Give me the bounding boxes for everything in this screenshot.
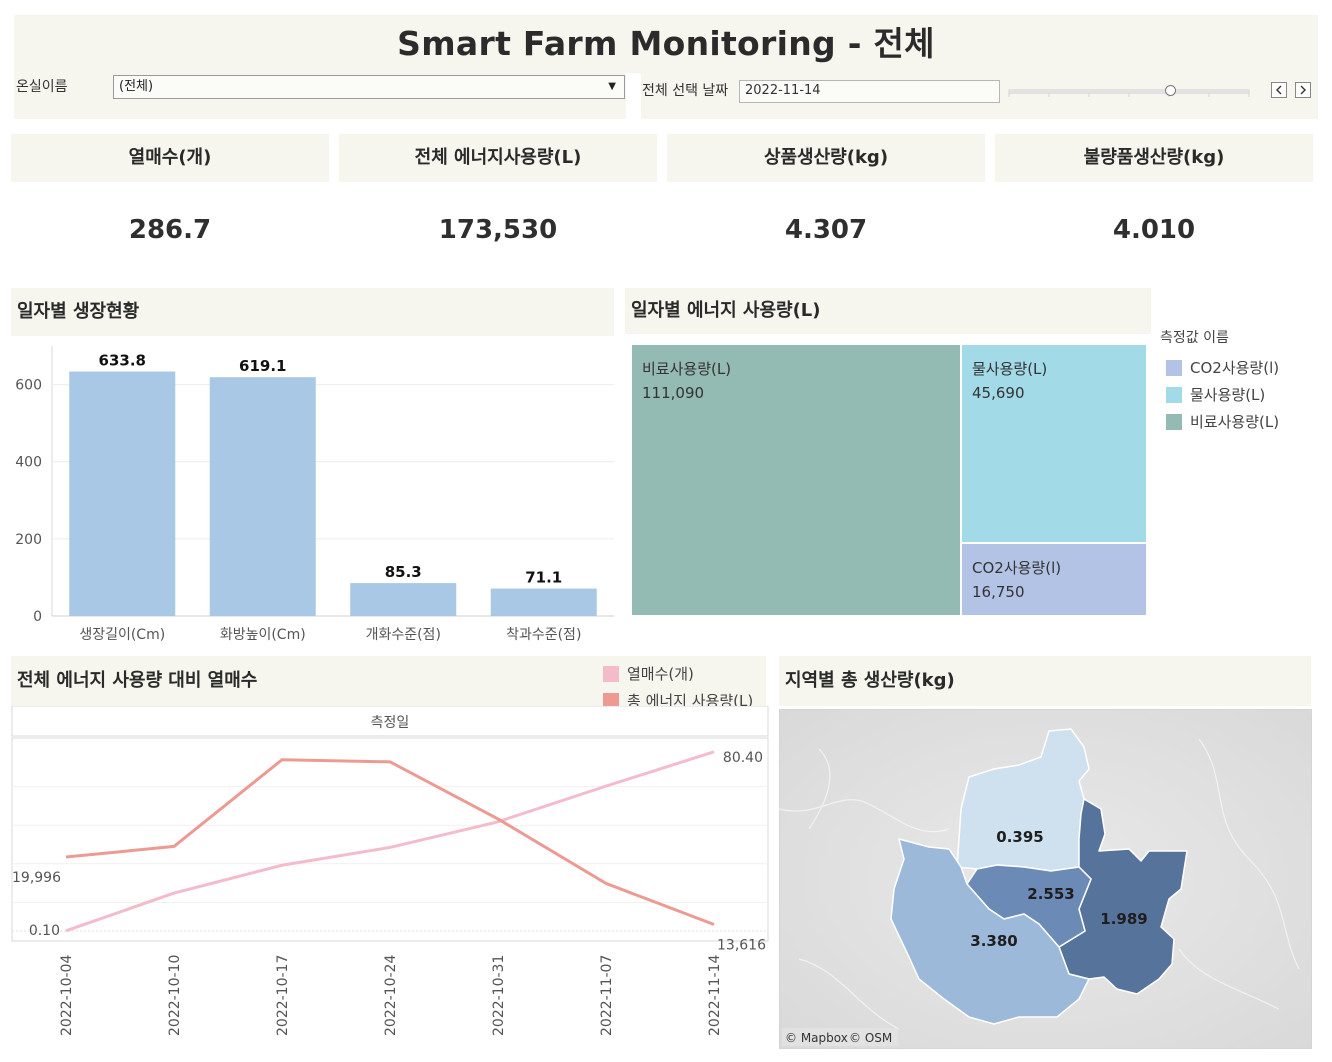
bar-y-tick-label: 200 (15, 532, 42, 548)
bar-category-label: 개화수준(점) (366, 627, 441, 643)
energy-start-label: 19,996 (12, 870, 61, 886)
bar[interactable] (490, 588, 597, 616)
energy-legend-item[interactable]: CO2사용량(l) (1166, 354, 1279, 381)
map-title: 지역별 총 생산량(kg) (779, 656, 1311, 706)
bar[interactable] (350, 583, 457, 616)
osm-attribution[interactable]: © OSM (849, 1031, 892, 1045)
treemap-cell-value: 45,690 (972, 384, 1025, 402)
date-slider-track[interactable] (1008, 85, 1250, 97)
kpi-product-value: 4.307 (784, 215, 868, 245)
legend-swatch (603, 692, 619, 709)
dashboard-title-bar: Smart Farm Monitoring - 전체 (14, 15, 1318, 73)
fruit-end-label: 80.40 (723, 750, 763, 766)
date-input[interactable]: 2022-11-14 (739, 80, 1000, 103)
bar-value-label: 619.1 (239, 357, 286, 375)
slider-ticks (1008, 93, 1250, 97)
page-title: Smart Farm Monitoring - 전체 (397, 24, 935, 63)
line-x-tick-label: 2022-10-04 (59, 955, 75, 1036)
line-x-tick-label: 2022-10-10 (167, 955, 183, 1036)
legend-label: 비료사용량(L) (1190, 413, 1280, 431)
kpi-energy-value: 173,530 (438, 215, 558, 245)
bar[interactable] (69, 371, 176, 616)
line-plot-frame (11, 737, 769, 942)
attribution-bg (782, 1028, 898, 1046)
fruit-start-label: 0.10 (29, 923, 60, 939)
energy-fruit-line-chart: 측정일 19,996 13,616 0.10 80.40 2022-10-04 2022-1… (11, 706, 769, 1036)
bar-category-label: 착과수준(점) (506, 627, 581, 643)
treemap-cell-water[interactable]: 물사용량(L) 45,690 (961, 344, 1147, 543)
map-label-east: 1.989 (1100, 910, 1147, 928)
legend-swatch (1166, 413, 1182, 430)
energy-end-label: 13,616 (717, 937, 766, 953)
legend-swatch (603, 665, 619, 682)
line-x-tick-label: 2022-11-07 (599, 955, 615, 1036)
legend-label: 열매수(개) (627, 665, 694, 683)
growth-bar-chart: 0 200 400 600 633.8 생장길이(Cm) 619.1 화방높이(Cm) 85.3… (15, 346, 614, 643)
kpi-defect-header: 불량품생산량(kg) (995, 134, 1313, 182)
prev-date-button[interactable] (1271, 82, 1287, 98)
date-filter-label: 전체 선택 날짜 (642, 83, 729, 99)
mapbox-attribution[interactable]: © Mapbox (785, 1031, 848, 1045)
treemap-cell-fertilizer[interactable]: 비료사용량(L) 111,090 (631, 344, 961, 616)
treemap-cell-name: 비료사용량(L) (642, 360, 732, 378)
treemap-cell-value: 16,750 (972, 583, 1025, 601)
growth-chart-title: 일자별 생장현황 (11, 288, 614, 336)
kpi-fruit-count-header: 열매수(개) (11, 134, 329, 182)
next-date-button[interactable] (1295, 82, 1311, 98)
energy-usage-line[interactable] (65, 758, 715, 926)
bar-value-label: 71.1 (525, 569, 562, 587)
bar[interactable] (209, 377, 316, 616)
map-region-southwest[interactable] (890, 838, 1090, 1025)
chevron-left-icon (1276, 85, 1282, 95)
bar-y-tick-label: 400 (15, 455, 42, 471)
bar-y-tick-label: 0 (33, 609, 42, 625)
energy-chart-title: 일자별 에너지 사용량(L) (625, 288, 1151, 334)
energy-legend-title: 측정값 이름 (1160, 330, 1229, 346)
map-label-north: 0.395 (996, 828, 1043, 846)
region-production-map[interactable]: 0.395 2.553 1.989 3.380 © Mapbox © OSM (779, 709, 1312, 1049)
greenhouse-filter-label: 온실이름 (16, 79, 68, 95)
line-chart-header-label: 측정일 (371, 715, 410, 731)
kpi-product-header: 상품생산량(kg) (667, 134, 985, 182)
bar-category-label: 화방높이(Cm) (220, 627, 306, 643)
energy-treemap: 비료사용량(L) 111,090 물사용량(L) 45,690 CO2사용량(l) 16,… (631, 344, 1147, 616)
treemap-cell-name: CO2사용량(l) (972, 559, 1062, 577)
bar-y-tick-label: 600 (15, 378, 42, 394)
legend-swatch (1166, 359, 1182, 376)
chevron-right-icon (1300, 85, 1306, 95)
bar-value-label: 85.3 (385, 563, 422, 581)
energy-legend-item[interactable]: 비료사용량(L) (1166, 408, 1279, 435)
line-x-tick-label: 2022-11-14 (707, 955, 723, 1036)
map-rivers (779, 738, 1300, 1030)
bar-category-label: 생장길이(Cm) (79, 627, 165, 643)
date-slider-thumb[interactable] (1165, 85, 1177, 96)
line-legend-item[interactable]: 열매수(개) (603, 660, 753, 687)
line-x-tick-label: 2022-10-31 (491, 955, 507, 1036)
kpi-fruit-count-value: 286.7 (128, 215, 212, 245)
treemap-cell-value: 111,090 (642, 384, 705, 402)
bar-value-label: 633.8 (99, 352, 146, 370)
kpi-energy-header: 전체 에너지사용량(L) (339, 134, 657, 182)
line-x-tick-label: 2022-10-24 (383, 955, 399, 1036)
legend-label: CO2사용량(l) (1190, 359, 1280, 377)
line-chart-title: 전체 에너지 사용량 대비 열매수 (17, 670, 258, 691)
treemap-cell-name: 물사용량(L) (972, 360, 1048, 378)
fruit-count-line[interactable] (65, 750, 715, 933)
treemap-cell-co2[interactable]: CO2사용량(l) 16,750 (961, 543, 1147, 616)
map-label-southwest: 3.380 (970, 932, 1017, 950)
energy-legend: CO2사용량(l) 물사용량(L) 비료사용량(L) (1166, 354, 1279, 435)
kpi-defect-value: 4.010 (1112, 215, 1196, 245)
greenhouse-select-value: (전체) (119, 79, 154, 94)
legend-label: 물사용량(L) (1190, 386, 1266, 404)
greenhouse-select[interactable]: (전체) ▼ (113, 75, 625, 99)
line-chart-title-bar: 전체 에너지 사용량 대비 열매수 (11, 656, 766, 706)
caret-down-icon: ▼ (608, 81, 616, 92)
line-x-tick-label: 2022-10-17 (275, 955, 291, 1036)
map-label-center: 2.553 (1027, 885, 1074, 903)
line-chart-header (11, 706, 769, 737)
energy-legend-item[interactable]: 물사용량(L) (1166, 381, 1279, 408)
legend-swatch (1166, 386, 1182, 403)
